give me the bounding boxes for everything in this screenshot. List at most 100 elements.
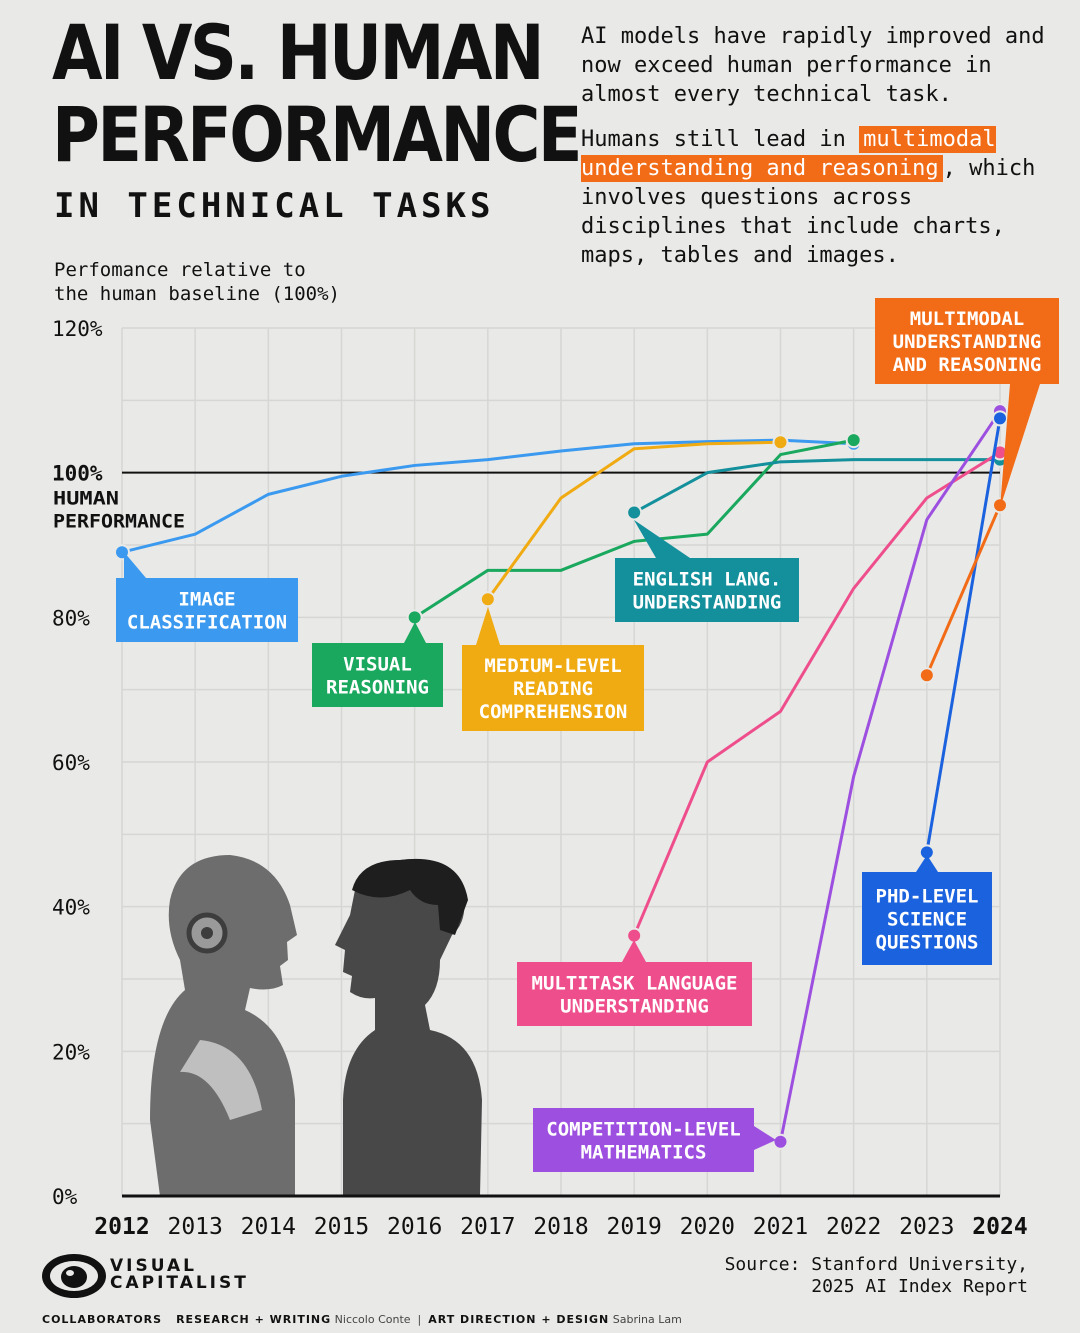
label-pointer: [634, 520, 690, 558]
series-visual_reasoning: [406, 432, 862, 626]
robot-ear-center: [201, 927, 213, 939]
design-name: Sabrina Lam: [612, 1313, 682, 1326]
collaborators-label: COLLABORATORS: [42, 1313, 163, 1326]
series-multitask_language: [626, 444, 1008, 944]
series-start-point: [406, 609, 423, 626]
series-start-point: [479, 591, 496, 608]
x-tick-label: 2020: [680, 1214, 735, 1240]
label-box: [517, 962, 752, 1026]
x-tick-label: 2021: [753, 1214, 808, 1240]
label-box: [862, 872, 992, 965]
x-tick-label: 2014: [241, 1214, 296, 1240]
label-text: IMAGE: [178, 589, 235, 611]
intro-p2-before: Humans still lead in: [581, 127, 860, 152]
y-tick-label: 40%: [52, 896, 90, 920]
robot-shoulder-plate: [180, 1040, 262, 1120]
label-text: CLASSIFICATION: [127, 612, 287, 634]
research-name: Niccolo Conte: [334, 1313, 411, 1326]
brand-name: VISUAL CAPITALIST: [110, 1258, 249, 1292]
label-text: QUESTIONS: [876, 932, 979, 954]
source-line-1: Source: Stanford University,: [724, 1254, 1028, 1275]
series-end-point: [845, 432, 862, 449]
y-tick-label: 0%: [52, 1185, 78, 1209]
chart-series: [114, 403, 1008, 1150]
y-tick-label: 20%: [52, 1040, 90, 1064]
series-end-point: [992, 497, 1008, 514]
label-text: UNDERSTANDING: [893, 331, 1042, 353]
intro-paragraph-1: AI models have rapidly improved and now …: [581, 24, 1045, 107]
series-end-point: [992, 410, 1008, 427]
title-line-2: PERFORMANCE: [52, 90, 583, 179]
baseline-label-text: HUMAN: [53, 488, 119, 510]
x-tick-label: 2018: [533, 1214, 588, 1240]
x-tick-label: 2024: [972, 1214, 1027, 1240]
series-phd_science: [918, 410, 1008, 861]
series-line-phd_science: [925, 418, 1002, 853]
label-box: [312, 643, 443, 707]
label-text: MATHEMATICS: [581, 1142, 707, 1164]
series-line-medium_reading: [486, 440, 781, 601]
baseline-label-percent: 100%: [52, 462, 103, 486]
y-tick-label: 120%: [52, 317, 103, 341]
x-tick-label: 2019: [606, 1214, 661, 1240]
label-text: COMPREHENSION: [479, 701, 628, 723]
design-role: ART DIRECTION + DESIGN: [428, 1313, 610, 1326]
series-start-point: [626, 504, 643, 521]
x-tick-label: 2015: [314, 1214, 369, 1240]
x-tick-label: 2013: [167, 1214, 222, 1240]
y-tick-label: 80%: [52, 606, 90, 630]
label-box: [533, 1108, 754, 1172]
series-multimodal: [918, 497, 1008, 684]
brand-line-1: VISUAL: [110, 1256, 197, 1276]
label-pointer: [916, 855, 938, 872]
subtitle: IN TECHNICAL TASKS: [54, 186, 495, 226]
brand-line-2: CAPITALIST: [110, 1273, 249, 1293]
label-text: MULTITASK LANGUAGE: [532, 973, 738, 995]
label-text: REASONING: [326, 677, 429, 699]
label-text: UNDERSTANDING: [560, 996, 709, 1018]
x-tick-label: 2023: [899, 1214, 954, 1240]
label-pointer: [476, 607, 500, 645]
y-tick-label: 60%: [52, 751, 90, 775]
source-note: Source: Stanford University, 2025 AI Ind…: [725, 1254, 1028, 1298]
label-text: COMPETITION-LEVEL: [546, 1119, 740, 1141]
intro-text: AI models have rapidly improved and now …: [581, 22, 1051, 286]
title-line-1: AI VS. HUMAN: [52, 8, 545, 97]
label-text: ENGLISH LANG.: [633, 569, 782, 591]
x-tick-label: 2012: [94, 1214, 149, 1240]
series-line-multimodal: [925, 504, 1002, 676]
series-line-multitask_language: [632, 451, 1001, 937]
series-line-competition_math: [779, 410, 1002, 1143]
series-line-english_lang: [633, 458, 1000, 514]
x-tick-label: 2022: [826, 1214, 881, 1240]
label-text: MULTIMODAL: [910, 308, 1024, 330]
series-end-point: [772, 434, 789, 451]
label-text: MEDIUM-LEVEL: [484, 655, 621, 677]
series-competition_math: [772, 403, 1008, 1150]
label-text: PHD-LEVEL: [876, 886, 979, 908]
series-start-point: [918, 667, 935, 684]
label-text: VISUAL: [343, 654, 412, 676]
label-text: AND REASONING: [893, 354, 1042, 376]
label-box: [875, 298, 1059, 384]
intro-paragraph-2: Humans still lead in multimodal understa…: [581, 125, 1051, 270]
label-pointer: [404, 622, 426, 643]
label-box: [615, 558, 799, 622]
label-pointer: [124, 552, 146, 578]
research-role: RESEARCH + WRITING: [176, 1313, 332, 1326]
label-box: [116, 578, 298, 642]
series-start-point: [772, 1133, 789, 1150]
baseline-label-text: PERFORMANCE: [53, 511, 185, 533]
visual-capitalist-logo-icon: [42, 1254, 106, 1298]
intro-p2-after: , which involves questions across discip…: [581, 156, 1036, 268]
series-line-image_classification: [121, 438, 854, 554]
human-silhouette: [335, 859, 482, 1196]
